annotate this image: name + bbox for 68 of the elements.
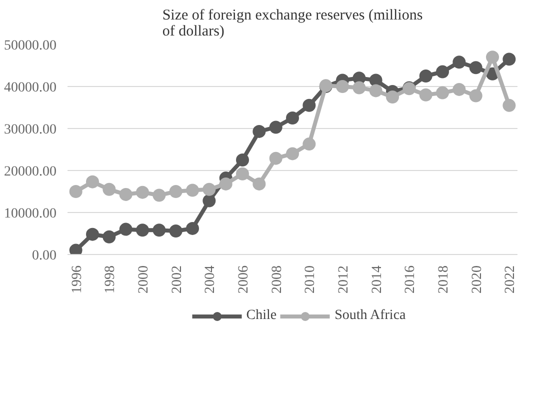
point <box>236 167 249 180</box>
y-tick-label: 0.00 <box>32 248 56 264</box>
point <box>419 88 432 102</box>
point <box>302 138 316 151</box>
point <box>252 177 266 190</box>
x-tick-label: 2000 <box>136 266 152 294</box>
chart-title: Size of foreign exchange reserves (millions of dollars) <box>162 8 423 40</box>
point <box>369 84 382 98</box>
x-tick-label: 2012 <box>336 266 352 294</box>
point <box>136 186 149 199</box>
point <box>486 50 499 64</box>
x-tick-label: 2016 <box>403 266 418 294</box>
x-tick-label: 2002 <box>170 266 185 294</box>
y-tick-label: 40000.00 <box>4 80 56 96</box>
x-tick-label: 2006 <box>236 266 252 294</box>
point <box>102 182 116 196</box>
point <box>286 147 299 160</box>
point <box>119 188 132 201</box>
x-tick-label: 2010 <box>303 266 318 294</box>
x-tick-label: 1998 <box>103 266 118 294</box>
point <box>119 222 132 236</box>
y-tick-label: 50000.00 <box>4 38 56 54</box>
point <box>86 228 99 241</box>
point <box>419 70 432 82</box>
point <box>69 185 82 198</box>
point <box>302 98 316 112</box>
y-tick-label: 20000.00 <box>4 164 56 180</box>
point <box>186 222 199 235</box>
legend-label: Chile <box>246 308 277 324</box>
point <box>202 182 216 196</box>
point <box>469 61 482 74</box>
point <box>502 98 516 112</box>
point <box>436 86 449 100</box>
point <box>169 185 182 198</box>
point <box>469 89 482 102</box>
x-tick-label: 2008 <box>270 266 285 294</box>
y-tick-label: 30000.00 <box>4 122 56 138</box>
point <box>336 80 349 93</box>
point <box>236 154 249 166</box>
point <box>202 194 216 208</box>
point <box>502 52 516 66</box>
point <box>269 120 282 134</box>
point <box>352 81 366 94</box>
point <box>219 177 232 190</box>
x-tick-label: 2014 <box>370 266 385 294</box>
point <box>186 184 199 197</box>
point <box>386 90 399 104</box>
point <box>269 152 282 165</box>
x-tick-label: 1996 <box>70 266 85 294</box>
point <box>102 230 116 244</box>
point <box>436 65 449 78</box>
legend-label: South Africa <box>334 308 406 324</box>
point <box>452 82 466 96</box>
point <box>169 224 182 238</box>
x-tick-label: 2018 <box>436 266 452 294</box>
point <box>86 175 99 188</box>
y-tick-label: 10000.00 <box>4 206 56 222</box>
point <box>452 56 466 69</box>
point <box>286 112 299 124</box>
point <box>369 74 382 87</box>
point <box>69 244 82 254</box>
x-tick-label: 2020 <box>470 266 485 294</box>
x-tick-label: 2022 <box>503 266 518 294</box>
point <box>152 188 166 202</box>
point <box>152 224 166 237</box>
point <box>136 224 149 237</box>
point <box>252 124 266 138</box>
x-tick-label: 2004 <box>203 266 218 294</box>
